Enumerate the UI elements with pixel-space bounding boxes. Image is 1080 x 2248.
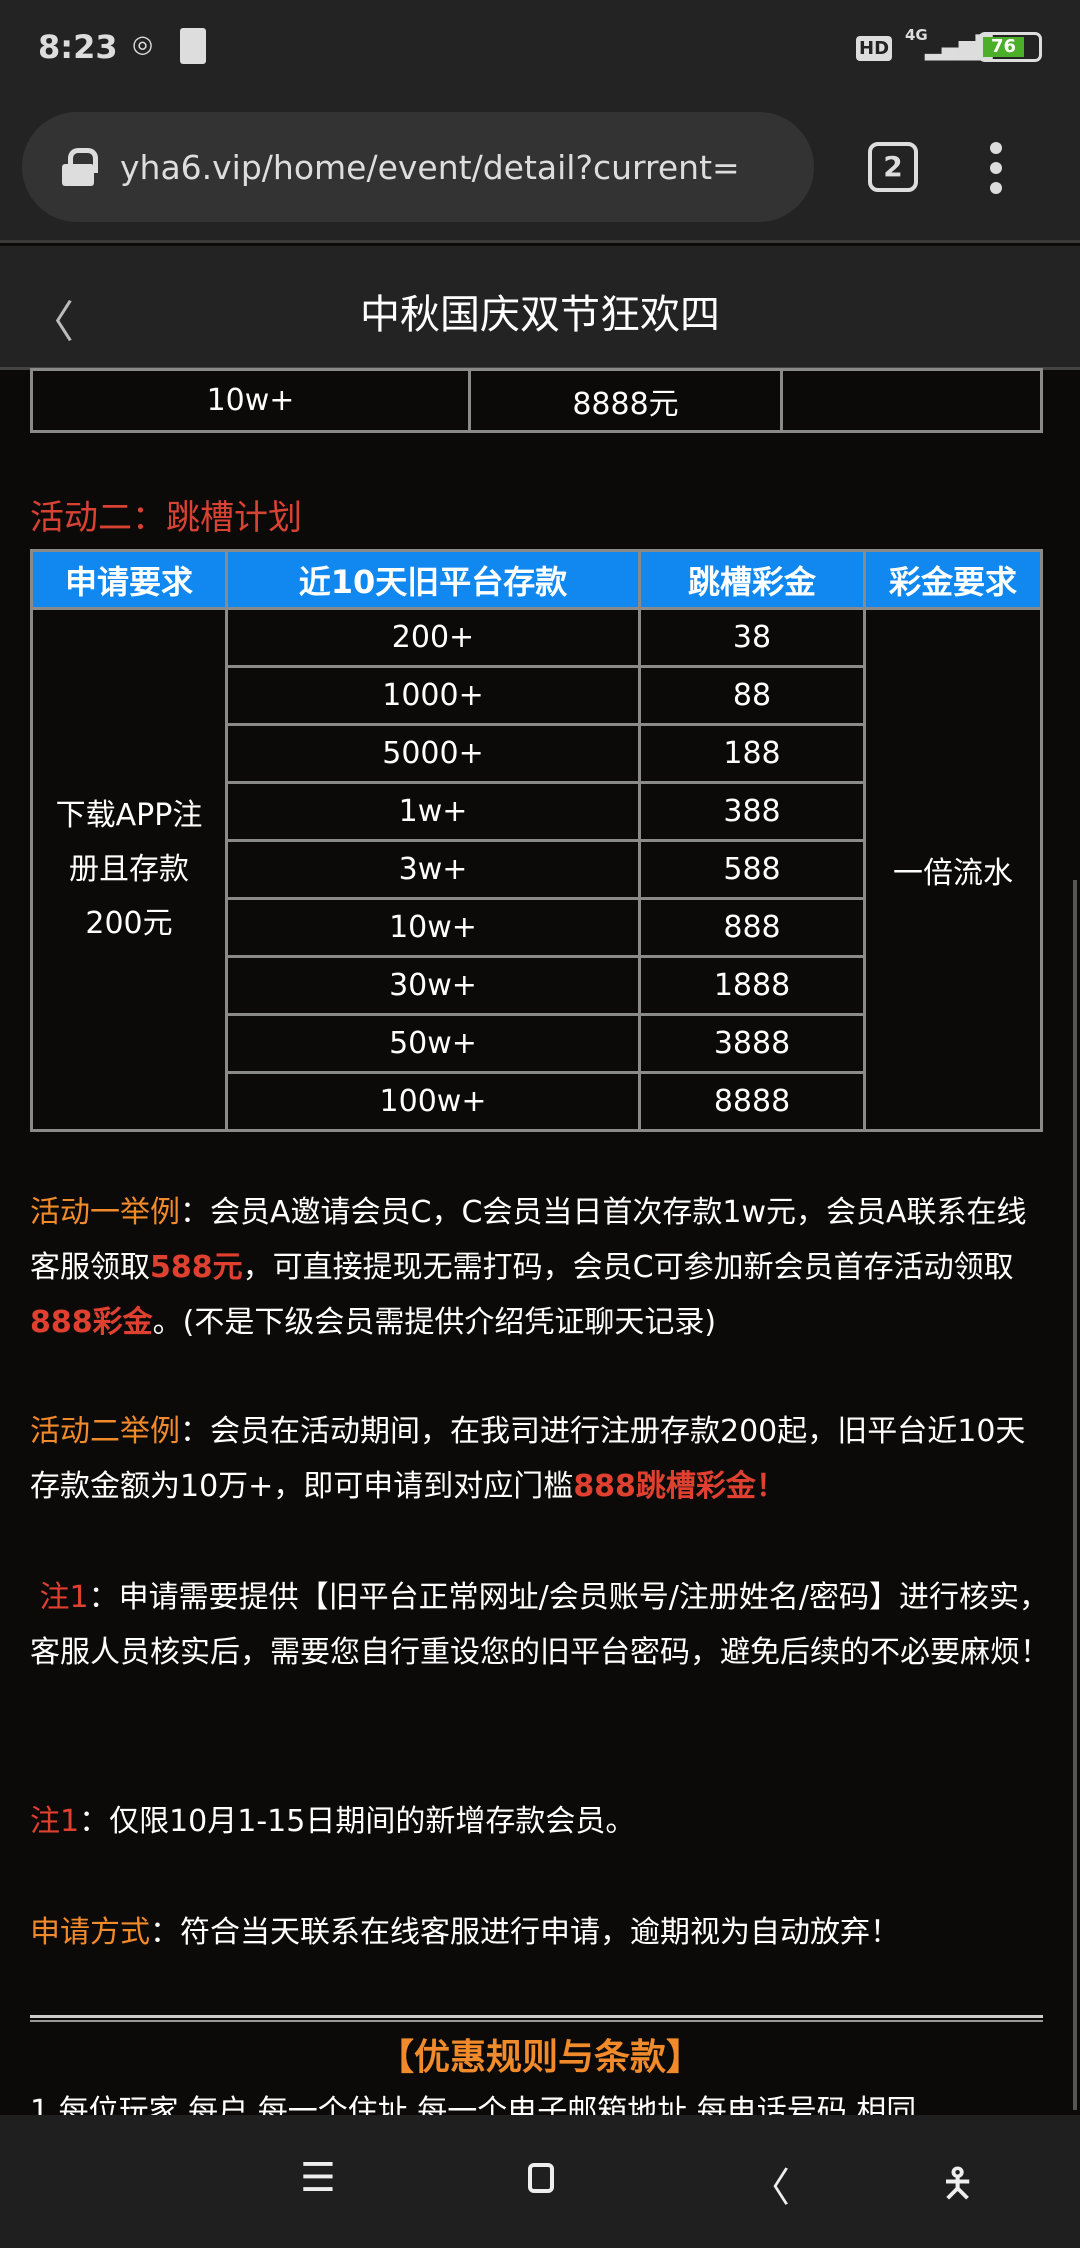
- apply-method-paragraph: 申请方式：符合当天联系在线客服进行申请，逾期视为自动放弃！: [30, 1905, 1050, 1960]
- divider: [30, 2015, 1043, 2022]
- system-nav-bar: ☰ 〈 🯅: [0, 2115, 1080, 2248]
- deposit-cell: 10w+: [225, 897, 641, 958]
- table-row: 100w+ 8888: [32, 1071, 1042, 1132]
- rollover-cell: 一倍流水: [863, 607, 1043, 1132]
- table-cell: 10w+: [30, 368, 471, 433]
- deposit-cell: 5000+: [225, 723, 641, 784]
- table-row: 5000+ 188: [32, 723, 1042, 784]
- bonus-cell: 88: [638, 665, 866, 726]
- address-bar[interactable]: yha6.vip/home/event/detail?current=: [22, 112, 814, 222]
- bonus-cell: 1888: [638, 955, 866, 1016]
- recents-menu-icon[interactable]: ☰: [300, 2155, 336, 2201]
- more-menu-icon[interactable]: [990, 142, 1002, 202]
- highlight: 888彩金: [30, 1305, 153, 1340]
- deposit-cell: 100w+: [225, 1071, 641, 1132]
- text: ：会员A邀请会员C，C会员当日首次存款1w元，会员A联系在线客服领取: [30, 1195, 1027, 1285]
- deposit-cell: 1w+: [225, 781, 641, 842]
- text: ：符合当天联系在线客服进行申请，逾期视为自动放弃！: [150, 1915, 900, 1950]
- table-row: 1w+ 388: [32, 781, 1042, 842]
- bonus-cell: 188: [638, 723, 866, 784]
- example1-paragraph: 活动一举例：会员A邀请会员C，C会员当日首次存款1w元，会员A联系在线客服领取5…: [30, 1185, 1050, 1350]
- clock: 8:23: [38, 28, 118, 66]
- job-hop-table: 申请要求 近10天旧平台存款 跳槽彩金 彩金要求 下载APP注册且存款200元 2…: [30, 549, 1043, 1132]
- deposit-cell: 3w+: [225, 839, 641, 900]
- table-row: 30w+ 1888: [32, 955, 1042, 1016]
- highlight: 588元: [150, 1250, 243, 1285]
- column-header: 跳槽彩金: [638, 549, 866, 610]
- accessibility-icon[interactable]: 🯅: [940, 2161, 976, 2207]
- column-header: 申请要求: [30, 549, 228, 610]
- activity1-table: 10w+ 8888元: [30, 368, 1043, 433]
- example2-paragraph: 活动二举例：会员在活动期间，在我司进行注册存款200起，旧平台近10天存款金额为…: [30, 1404, 1050, 1514]
- mi-store-icon: [180, 28, 206, 64]
- table-row: 3w+ 588: [32, 839, 1042, 900]
- text: 。(不是下级会员需提供介绍凭证聊天记录): [152, 1305, 717, 1340]
- network-type: 4G: [905, 26, 928, 44]
- home-square-icon[interactable]: [528, 2163, 554, 2193]
- bonus-cell: 388: [638, 781, 866, 842]
- table-cell: 8888元: [468, 368, 783, 433]
- section-title: 活动二：跳槽计划: [30, 498, 302, 538]
- page-header: 〈 中秋国庆双节狂欢四: [0, 246, 1080, 370]
- text: ：仅限10月1-15日期间的新增存款会员。: [79, 1804, 636, 1839]
- text: ：申请需要提供【旧平台正常网址/会员账号/注册姓名/密码】进行核实，客服人员核实…: [30, 1580, 1050, 1670]
- back-icon[interactable]: 〈: [750, 2165, 790, 2211]
- bonus-cell: 38: [638, 607, 866, 668]
- page-title: 中秋国庆双节狂欢四: [360, 292, 720, 338]
- column-header: 近10天旧平台存款: [225, 549, 641, 610]
- scrollbar[interactable]: [1073, 880, 1077, 2110]
- rules-title: 【优惠规则与条款】: [377, 2037, 702, 2078]
- netease-music-icon: ◎: [132, 30, 153, 58]
- tab-switcher-button[interactable]: 2: [868, 142, 918, 192]
- table-row: 下载APP注册且存款200元 200+ 38 一倍流水: [30, 607, 1043, 1132]
- lock-icon[interactable]: [62, 148, 98, 186]
- table-row: 1000+ 88: [32, 665, 1042, 726]
- requirement-cell: 下载APP注册且存款200元: [30, 607, 228, 1132]
- bonus-cell: 3888: [638, 1013, 866, 1074]
- table-header-row: 申请要求 近10天旧平台存款 跳槽彩金 彩金要求: [30, 549, 1043, 610]
- note1-paragraph: 注1：申请需要提供【旧平台正常网址/会员账号/注册姓名/密码】进行核实，客服人员…: [30, 1570, 1050, 1680]
- deposit-cell: 50w+: [225, 1013, 641, 1074]
- battery-level: 76: [983, 37, 1025, 57]
- example2-label: 活动二举例: [30, 1414, 180, 1449]
- bonus-cell: 888: [638, 897, 866, 958]
- hd-icon: HD: [856, 36, 893, 61]
- deposit-cell: 1000+: [225, 665, 641, 726]
- url-text[interactable]: yha6.vip/home/event/detail?current=: [120, 147, 740, 187]
- example1-label: 活动一举例: [30, 1195, 180, 1230]
- battery-icon: 76: [978, 32, 1042, 62]
- bonus-cell: 588: [638, 839, 866, 900]
- table-row: 50w+ 3888: [32, 1013, 1042, 1074]
- note2-label: 注1: [30, 1804, 80, 1839]
- table-row: 10w+ 8888元: [30, 368, 1043, 433]
- text: ：会员在活动期间，在我司进行注册存款200起，旧平台近10天存款金额为10万+，…: [30, 1414, 1026, 1504]
- table-cell: [780, 368, 1043, 433]
- deposit-cell: 30w+: [225, 955, 641, 1016]
- note1-label: 注1: [39, 1580, 89, 1615]
- deposit-cell: 200+: [225, 607, 641, 668]
- note2-paragraph: 注1：仅限10月1-15日期间的新增存款会员。: [30, 1794, 1050, 1849]
- apply-label: 申请方式: [30, 1915, 150, 1950]
- column-header: 彩金要求: [863, 549, 1043, 610]
- table-row: 10w+ 888: [32, 897, 1042, 958]
- back-chevron-icon[interactable]: 〈: [30, 297, 74, 348]
- highlight: 888跳槽彩金！: [573, 1469, 786, 1504]
- text: ，可直接提现无需打码，会员C可参加新会员首存活动领取: [242, 1250, 1014, 1285]
- bonus-cell: 8888: [638, 1071, 866, 1132]
- status-bar: 8:23 ◎ HD 4G ▂▄▆█ 76: [0, 0, 1080, 100]
- browser-toolbar: yha6.vip/home/event/detail?current= 2: [0, 100, 1080, 243]
